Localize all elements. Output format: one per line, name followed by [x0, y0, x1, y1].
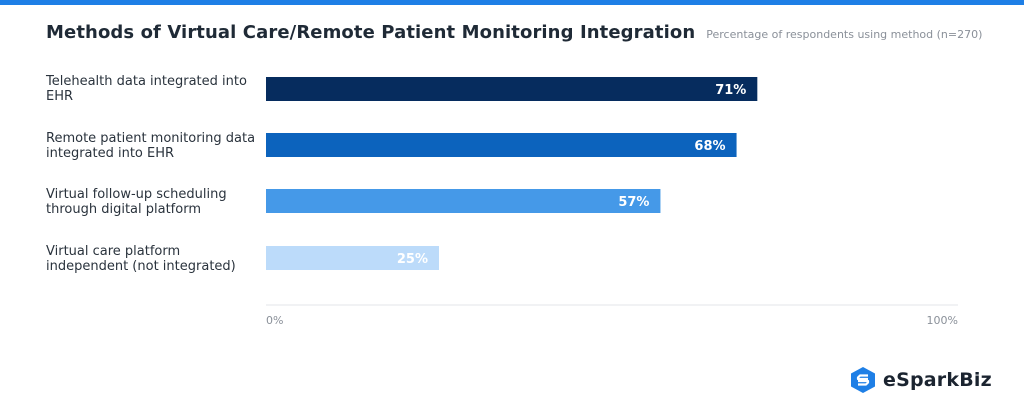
bar-value-label: 25% — [397, 252, 428, 267]
x-tick-label-min: 0% — [266, 314, 283, 327]
bar — [266, 246, 439, 270]
category-label: Virtual care platform independent (not i… — [46, 244, 236, 274]
bar-value-label: 57% — [618, 195, 649, 210]
brand-name: eSparkBiz — [883, 369, 992, 391]
bar-value-label: 68% — [694, 139, 725, 154]
top-accent-strip — [0, 0, 1024, 5]
brand-logo: eSparkBiz — [850, 366, 992, 394]
chart-subtitle: Percentage of respondents using method (… — [706, 28, 983, 41]
bar — [266, 189, 661, 213]
bar-value-label: 71% — [715, 83, 746, 98]
chart-title: Methods of Virtual Care/Remote Patient M… — [46, 22, 696, 43]
category-label: Virtual follow-up scheduling through dig… — [46, 187, 227, 217]
esparkbiz-logo-icon — [851, 367, 875, 393]
bar — [266, 77, 758, 101]
chart-header: Methods of Virtual Care/Remote Patient M… — [46, 22, 982, 43]
category-label: Remote patient monitoring data integrate… — [46, 131, 256, 161]
category-label: Telehealth data integrated into EHR — [46, 74, 247, 104]
x-tick-label-max: 100% — [927, 314, 958, 327]
bar — [266, 133, 737, 157]
